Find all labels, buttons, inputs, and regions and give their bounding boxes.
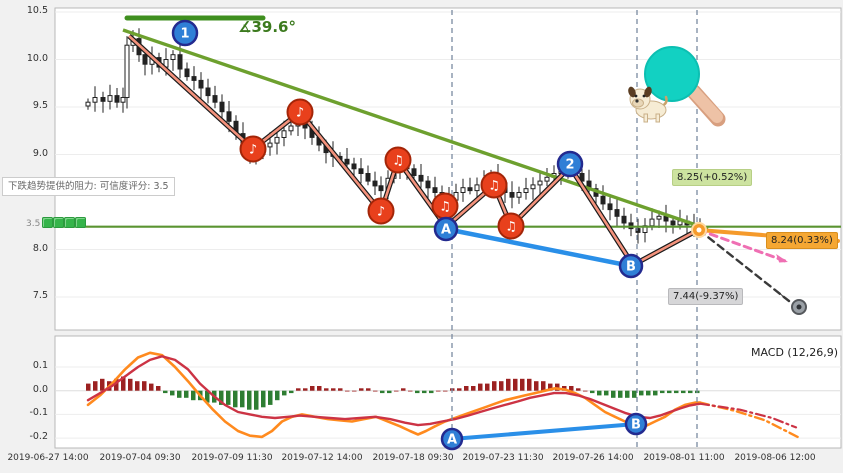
- pivot-marker-1[interactable]: 1: [171, 19, 199, 47]
- music-note-marker[interactable]: ♫: [384, 146, 412, 174]
- svg-text:2: 2: [565, 158, 574, 173]
- svg-text:A: A: [447, 433, 457, 448]
- svg-text:♫: ♫: [392, 154, 404, 169]
- rating-icon: [53, 217, 65, 228]
- black-forecast-line[interactable]: [697, 228, 791, 303]
- x-axis-label: 2019-07-18 09:30: [372, 453, 454, 463]
- macd-lines: [86, 351, 802, 440]
- forecast-arrowhead: [776, 254, 788, 263]
- rating-icons: [42, 217, 87, 231]
- pivot-marker-b[interactable]: B: [618, 253, 644, 279]
- x-axis-label: 2019-07-12 14:00: [281, 453, 363, 463]
- price-axis-label: 9.5: [32, 100, 48, 111]
- x-axis-label: 2019-07-04 09:30: [99, 453, 181, 463]
- note-icon: [367, 197, 395, 225]
- table-tennis-paddle-icon: [644, 46, 726, 127]
- macd-axis-label: 0.1: [32, 360, 48, 371]
- price-axis-label: 7.5: [32, 290, 48, 301]
- music-note-marker[interactable]: ♫: [480, 171, 508, 199]
- x-axis-label: 2019-07-09 11:30: [191, 453, 273, 463]
- svg-text:♫: ♫: [505, 220, 517, 235]
- downtrend-line: [122, 28, 709, 231]
- forecast-arrowhead: [777, 290, 789, 301]
- music-note-marker[interactable]: ♪: [239, 135, 267, 163]
- convergence-dot: [696, 227, 702, 233]
- svg-text:1: 1: [180, 27, 189, 42]
- svg-text:♪: ♪: [249, 143, 257, 158]
- x-axis-label: 2019-08-06 12:00: [734, 453, 816, 463]
- music-note-marker[interactable]: ♪: [286, 98, 314, 126]
- price-label-forecast-flat: 8.24(0.33%): [766, 232, 838, 249]
- macd-ab-line[interactable]: [450, 422, 638, 441]
- rating-icon: [75, 217, 87, 228]
- macd-indicator-label: MACD (12,26,9): [750, 346, 838, 359]
- music-note-marker[interactable]: ♫: [497, 212, 525, 240]
- svg-text:♫: ♫: [488, 179, 500, 194]
- trend-angle-label: ∡39.6°: [238, 18, 296, 36]
- price-label-current: 8.25(+0.52%): [672, 169, 753, 186]
- macd-marker-a[interactable]: A: [440, 427, 464, 451]
- dif-forecast-line: [698, 402, 798, 429]
- note-icon: [480, 171, 508, 199]
- dea-forecast-line: [698, 401, 802, 440]
- x-axis-label: 2019-08-01 11:00: [643, 453, 725, 463]
- forecast-target-dot: [796, 304, 802, 310]
- price-axis-label: 8.0: [32, 242, 48, 254]
- svg-text:A: A: [441, 223, 451, 238]
- pivot-marker-a[interactable]: A: [433, 216, 459, 242]
- svg-text:♪: ♪: [377, 205, 385, 220]
- resistance-tooltip: 下跌趋势提供的阻力: 可信度评分: 3.5: [2, 177, 175, 196]
- note-icon: [239, 135, 267, 163]
- price-axis-label: 10.0: [26, 52, 48, 64]
- confidence-rating: 3.5: [26, 217, 87, 231]
- pink-forecast-line[interactable]: [697, 228, 790, 264]
- music-note-marker[interactable]: ♫: [431, 192, 459, 220]
- dif-line: [86, 355, 702, 427]
- pivot-marker-2[interactable]: 2: [556, 150, 584, 178]
- macd-axis-label: -0.2: [29, 431, 48, 443]
- macd-axis-label: 0.0: [32, 383, 48, 395]
- music-note-marker[interactable]: ♪: [367, 197, 395, 225]
- x-axis-label: 2019-07-23 11:30: [462, 453, 544, 463]
- svg-text:♫: ♫: [439, 200, 451, 215]
- price-axis-label: 9.0: [32, 147, 48, 159]
- dea-line: [86, 351, 702, 439]
- note-icon: [286, 98, 314, 126]
- macd-axis-label: -0.1: [29, 407, 48, 419]
- confidence-score: 3.5: [26, 219, 41, 229]
- note-icon: [384, 146, 412, 174]
- dog-icon: [628, 86, 668, 123]
- macd-marker-b[interactable]: B: [624, 412, 648, 436]
- svg-text:B: B: [626, 260, 636, 275]
- ab-support-line[interactable]: [443, 226, 634, 269]
- note-icon: [497, 212, 525, 240]
- svg-text:♪: ♪: [296, 106, 304, 121]
- price-axis-label: 10.5: [26, 5, 48, 16]
- price-label-forecast-down: 7.44(-9.37%): [668, 288, 744, 305]
- x-axis-label: 2019-06-27 14:00: [7, 453, 89, 463]
- rating-icon: [64, 217, 76, 228]
- svg-text:B: B: [631, 418, 641, 433]
- rating-icon: [42, 217, 54, 228]
- x-axis-label: 2019-07-26 14:00: [552, 453, 634, 463]
